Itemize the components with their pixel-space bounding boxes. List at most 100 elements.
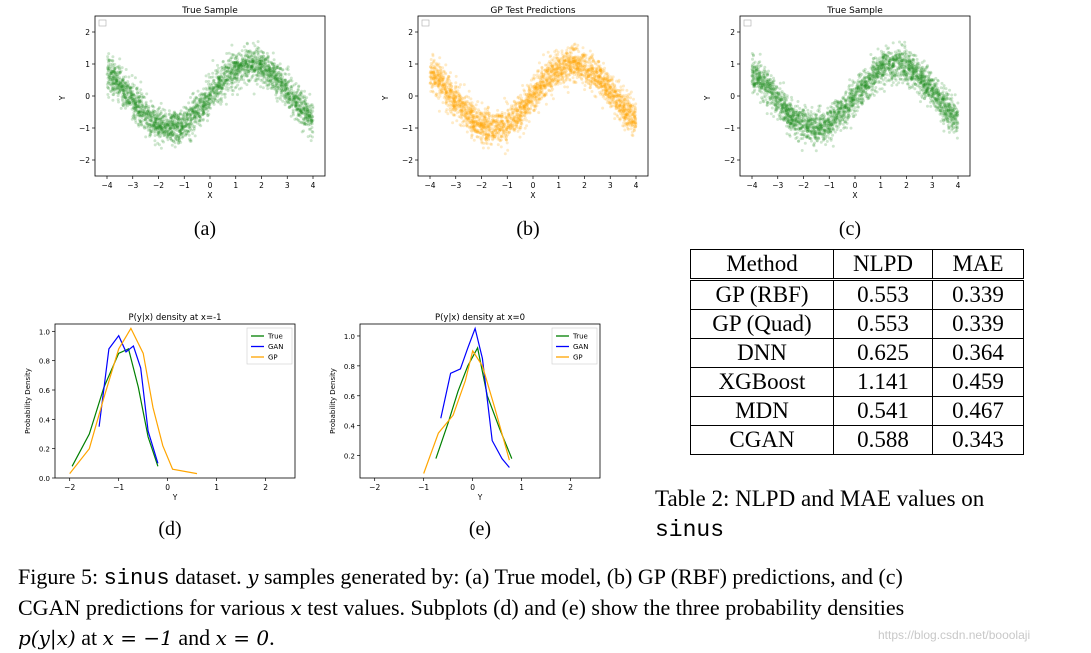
scatter-point bbox=[154, 116, 158, 120]
scatter-point bbox=[152, 105, 156, 109]
scatter-point bbox=[130, 117, 134, 121]
scatter-point bbox=[284, 72, 288, 76]
scatter-point bbox=[205, 102, 209, 106]
scatter-point bbox=[285, 84, 289, 88]
scatter-point bbox=[215, 92, 219, 96]
scatter-point bbox=[279, 77, 283, 81]
scatter-point bbox=[153, 139, 157, 143]
scatter-point bbox=[235, 60, 239, 64]
scatter-point bbox=[581, 63, 585, 67]
scatter-point bbox=[250, 60, 254, 64]
scatter-point bbox=[121, 101, 125, 105]
scatter-point bbox=[311, 115, 315, 119]
scatter-point bbox=[160, 120, 164, 124]
scatter-point bbox=[557, 60, 561, 64]
scatter-point bbox=[257, 71, 260, 75]
scatter-point bbox=[202, 87, 206, 91]
scatter-point bbox=[157, 124, 161, 128]
scatter-point bbox=[292, 98, 296, 101]
scatter-point bbox=[158, 106, 161, 110]
scatter-point bbox=[199, 107, 203, 111]
scatter-point bbox=[610, 77, 614, 81]
scatter-point bbox=[181, 113, 184, 117]
scatter-point bbox=[285, 81, 289, 85]
scatter-point bbox=[451, 108, 455, 112]
scatter-point bbox=[136, 100, 140, 104]
scatter-point bbox=[154, 117, 158, 121]
scatter-point bbox=[123, 96, 127, 99]
scatter-point bbox=[130, 94, 134, 98]
scatter-point bbox=[494, 128, 498, 132]
scatter-point bbox=[259, 62, 263, 66]
scatter-point bbox=[217, 77, 221, 81]
scatter-point bbox=[271, 83, 275, 87]
scatter-point bbox=[195, 104, 199, 108]
scatter-point bbox=[253, 60, 256, 64]
scatter-point bbox=[230, 67, 234, 71]
scatter-point bbox=[111, 70, 115, 74]
scatter-point bbox=[201, 110, 205, 114]
scatter-point bbox=[201, 103, 205, 107]
scatter-point bbox=[275, 66, 279, 70]
scatter-point bbox=[167, 125, 170, 129]
scatter-point bbox=[128, 100, 132, 104]
scatter-point bbox=[182, 113, 186, 117]
scatter-point bbox=[203, 96, 207, 100]
scatter-point bbox=[273, 80, 276, 84]
scatter-point bbox=[496, 143, 500, 147]
scatter-point bbox=[572, 59, 576, 63]
scatter-point bbox=[287, 98, 291, 102]
scatter-point bbox=[272, 62, 276, 66]
scatter-point bbox=[144, 111, 148, 115]
scatter-point bbox=[153, 120, 157, 124]
scatter-point bbox=[174, 123, 178, 127]
scatter-point bbox=[284, 89, 288, 93]
scatter-point bbox=[284, 88, 288, 92]
scatter-point bbox=[260, 59, 263, 63]
scatter-point bbox=[172, 122, 176, 126]
scatter-point bbox=[255, 62, 259, 66]
scatter-point bbox=[581, 59, 585, 63]
scatter-point bbox=[161, 125, 165, 129]
scatter-point bbox=[180, 136, 184, 140]
scatter-point bbox=[487, 132, 491, 136]
scatter-point bbox=[239, 86, 243, 90]
scatter-point bbox=[576, 61, 580, 65]
scatter-point bbox=[431, 90, 435, 94]
scatter-point bbox=[187, 137, 191, 141]
scatter-point bbox=[185, 113, 189, 117]
scatter-point bbox=[183, 118, 187, 122]
scatter-point bbox=[153, 143, 157, 147]
scatter-point bbox=[276, 77, 280, 81]
scatter-point bbox=[204, 100, 208, 104]
scatter-point bbox=[193, 99, 197, 103]
scatter-point bbox=[135, 87, 138, 91]
scatter-point bbox=[279, 89, 283, 93]
scatter-point bbox=[122, 95, 126, 99]
scatter-point bbox=[172, 126, 176, 130]
scatter-point bbox=[121, 91, 125, 95]
scatter-point bbox=[283, 96, 287, 100]
scatter-point bbox=[233, 69, 237, 73]
scatter-point bbox=[231, 53, 235, 57]
scatter-point bbox=[256, 51, 260, 55]
scatter-point bbox=[518, 119, 522, 123]
scatter-point bbox=[625, 122, 629, 126]
scatter-point bbox=[233, 65, 236, 69]
scatter-point bbox=[197, 102, 201, 106]
scatter-point bbox=[193, 134, 197, 138]
scatter-point bbox=[177, 115, 181, 119]
scatter-point bbox=[172, 123, 176, 127]
scatter-point bbox=[264, 70, 268, 74]
scatter-point bbox=[549, 54, 553, 58]
scatter-point bbox=[213, 97, 217, 101]
scatter-point bbox=[231, 61, 235, 65]
scatter-point bbox=[113, 75, 116, 79]
scatter-point bbox=[206, 114, 210, 118]
scatter-point bbox=[166, 138, 170, 142]
scatter-point bbox=[229, 76, 233, 80]
scatter-point bbox=[126, 104, 129, 108]
scatter-point bbox=[127, 82, 130, 86]
scatter-point bbox=[601, 106, 605, 110]
scatter-point bbox=[217, 79, 221, 83]
